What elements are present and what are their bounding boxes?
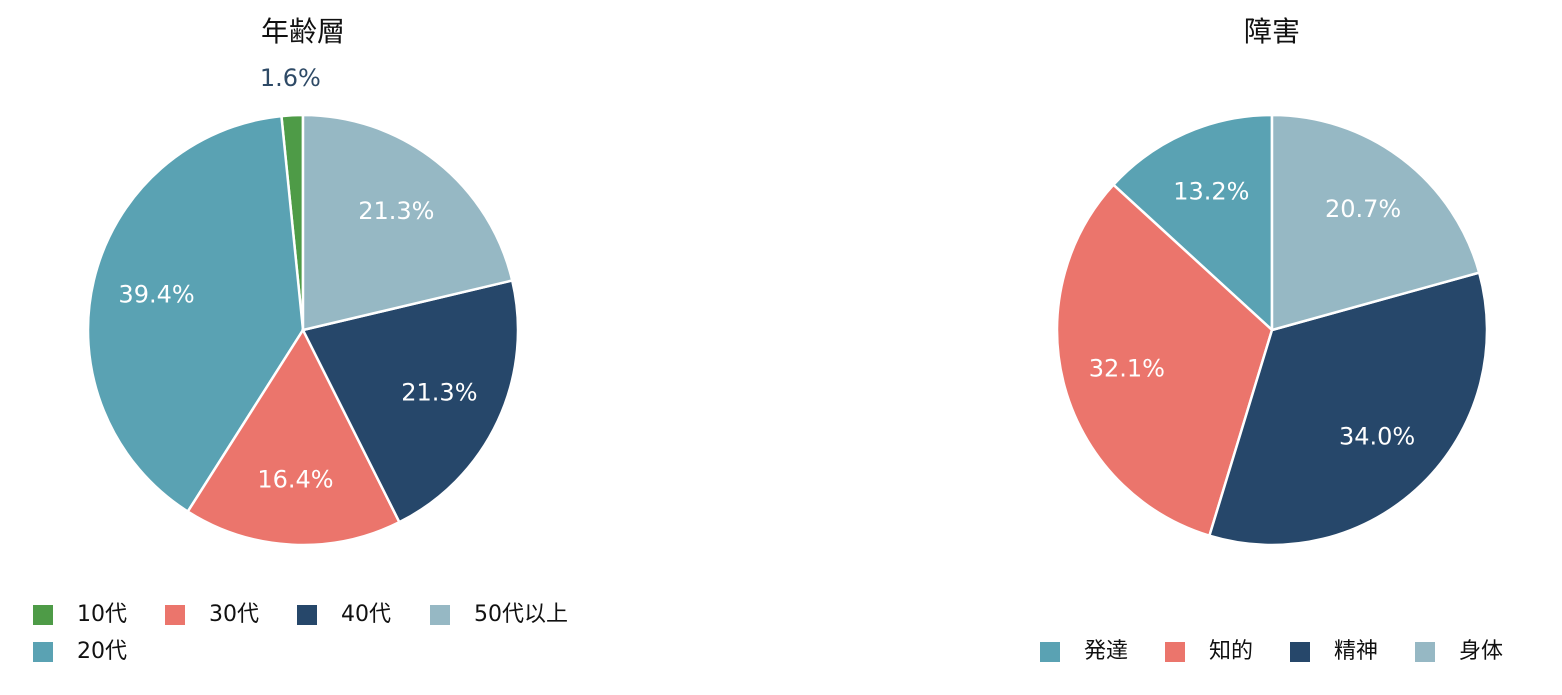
- legend-label: 発達: [1084, 639, 1128, 664]
- legend-label: 30代: [209, 602, 259, 627]
- legend-label: 10代: [77, 602, 127, 627]
- pie-slice: [301, 113, 514, 332]
- legend-swatch: [1165, 642, 1185, 662]
- legend-label: 精神: [1334, 639, 1378, 664]
- value-label: 13.2%: [1173, 177, 1249, 205]
- pie-slice: [1111, 113, 1274, 333]
- legend-label: 50代以上: [474, 602, 568, 627]
- legend-swatch: [297, 605, 317, 625]
- legend-label: 知的: [1209, 639, 1253, 664]
- pie-slice: [1207, 271, 1489, 547]
- value-label: 39.4%: [118, 280, 194, 308]
- pie-slice: [1270, 113, 1481, 332]
- chart-title: 年齢層: [261, 15, 345, 48]
- legend-swatch: [165, 605, 185, 625]
- value-label: 21.3%: [358, 197, 434, 225]
- value-label: 32.1%: [1089, 355, 1165, 383]
- legend-label: 40代: [341, 602, 391, 627]
- legend-swatch: [1415, 642, 1435, 662]
- legend-label: 身体: [1459, 639, 1503, 664]
- chart-title: 障害: [1244, 15, 1300, 48]
- value-label: 34.0%: [1339, 423, 1415, 451]
- value-label: 20.7%: [1325, 195, 1401, 223]
- legend-label: 20代: [77, 639, 127, 664]
- legend-swatch: [430, 605, 450, 625]
- legend-swatch: [1040, 642, 1060, 662]
- legend-swatch: [1290, 642, 1310, 662]
- pie-slice: [186, 327, 402, 547]
- value-label: 16.4%: [257, 465, 333, 493]
- value-label: 21.3%: [401, 379, 477, 407]
- legend-swatch: [33, 605, 53, 625]
- legend-swatch: [33, 642, 53, 662]
- pie-slice: [301, 278, 520, 524]
- value-label: 1.6%: [260, 64, 321, 92]
- pie-slice: [1055, 183, 1274, 538]
